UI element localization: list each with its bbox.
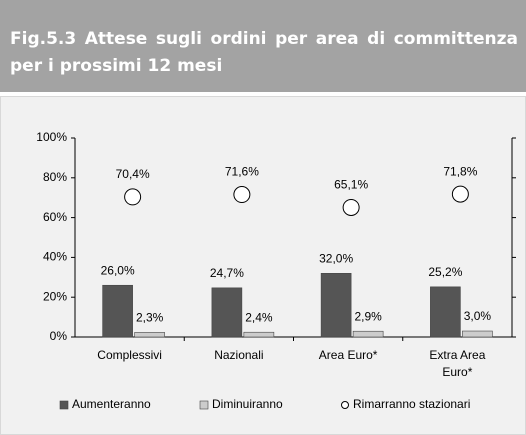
data-label: 65,1% (334, 178, 368, 192)
title: Fig.5.3 Attese sugli ordini per area di … (10, 29, 518, 76)
legend-swatch (59, 400, 69, 410)
data-label: 26,0% (101, 263, 135, 277)
data-label: 3,0% (464, 309, 492, 323)
chart-panel (0, 96, 526, 435)
bar (320, 273, 352, 338)
legend-label: Diminuiranno (212, 397, 283, 411)
point (233, 186, 251, 204)
data-label: 71,6% (225, 165, 259, 179)
x-tick-label: Area Euro* (318, 348, 378, 362)
x-tick-label: Nazionali (214, 348, 264, 362)
point (124, 188, 142, 206)
legend-label: Aumenteranno (72, 397, 151, 411)
bar (102, 284, 133, 338)
point (451, 185, 469, 203)
data-label: 71,8% (443, 164, 477, 178)
y-tick-label: 0% (50, 329, 68, 343)
bar (352, 330, 384, 338)
legend-label: Rimarranno stazionari (353, 397, 470, 411)
data-label: 70,4% (116, 167, 150, 181)
x-tick-label: Complessivi (97, 348, 162, 362)
y-tick-label: 40% (43, 250, 67, 264)
data-label: 2,3% (136, 311, 164, 325)
point (342, 198, 360, 216)
legend-swatch (199, 400, 209, 410)
bar (134, 332, 165, 338)
header: Fig.5.3 Attese sugli ordini per area di … (0, 0, 526, 92)
bar (462, 330, 493, 338)
data-label: 32,0% (319, 251, 353, 265)
bar (430, 286, 461, 338)
y-tick-label: 60% (43, 210, 67, 224)
data-label: 24,7% (210, 266, 244, 280)
legend-swatch (341, 401, 349, 409)
data-label: 2,9% (354, 309, 382, 323)
y-tick-label: 80% (43, 170, 67, 184)
y-tick-label: 20% (43, 289, 67, 303)
x-tick-label: Extra Area Euro* (429, 348, 486, 379)
data-label: 2,4% (245, 310, 273, 324)
bar (211, 287, 243, 338)
data-label: 25,2% (428, 265, 462, 279)
bar (243, 331, 275, 338)
y-tick-label: 100% (36, 130, 67, 144)
